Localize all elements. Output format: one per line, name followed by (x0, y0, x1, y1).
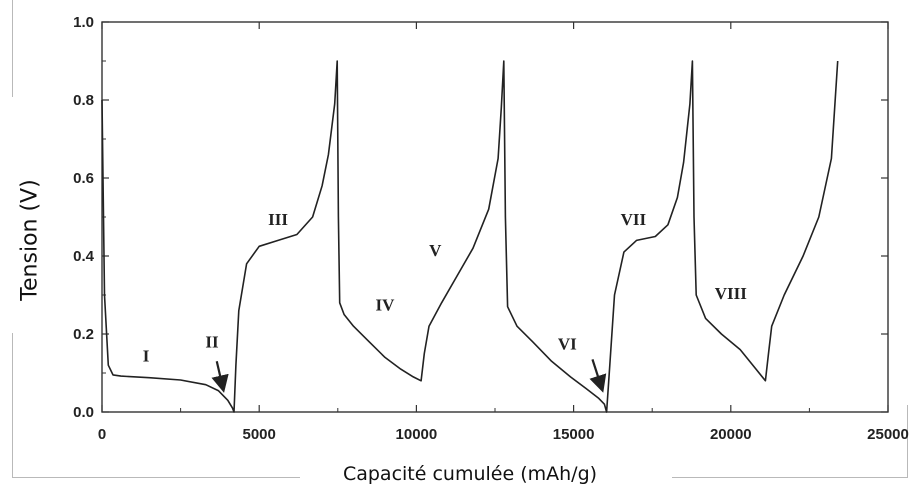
series-line-0 (101, 60, 839, 413)
region-label: IV (376, 296, 396, 315)
region-label: VI (558, 335, 577, 354)
annotation-arrow (589, 359, 607, 393)
x-tick-label: 5000 (243, 426, 276, 443)
region-label: VII (621, 210, 647, 229)
region-label: VIII (715, 284, 748, 303)
y-tick-label: 0.6 (73, 170, 94, 187)
y-axis-label: Tension (V) (17, 179, 43, 301)
y-tick-label: 0.4 (73, 248, 95, 265)
region-label: I (143, 346, 150, 365)
region-label: III (268, 210, 288, 229)
frame-bottom-left (12, 477, 300, 478)
y-tick-label: 0.0 (73, 404, 94, 421)
region-label: II (205, 333, 219, 352)
x-axis-label: Capacité cumulée (mAh/g) (332, 463, 608, 485)
frame-left-top (12, 0, 13, 97)
x-tick-label: 15000 (553, 426, 595, 443)
x-tick-label: 0 (98, 426, 106, 443)
y-tick-label: 1.0 (73, 14, 94, 31)
x-tick-label: 10000 (396, 426, 438, 443)
plot-frame (101, 21, 889, 413)
frame-bottom-right (672, 477, 908, 478)
annotation-arrow (211, 361, 229, 393)
x-tick-label: 25000 (867, 426, 909, 443)
y-tick-label: 0.2 (73, 326, 94, 343)
region-label: V (429, 241, 442, 260)
frame-left-bottom (12, 333, 13, 478)
frame-right (907, 405, 908, 478)
x-tick-label: 20000 (710, 426, 752, 443)
y-tick-label: 0.8 (73, 92, 94, 109)
